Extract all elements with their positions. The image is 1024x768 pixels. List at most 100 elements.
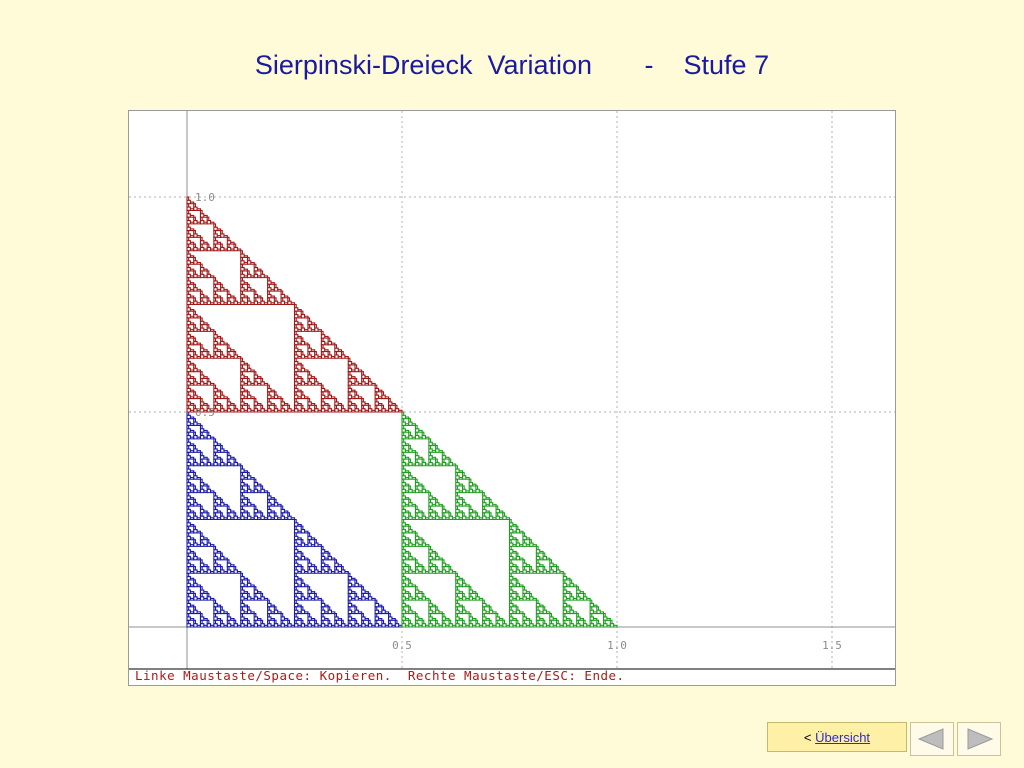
fractal-cell bbox=[529, 565, 537, 574]
fractal-cell bbox=[186, 404, 195, 413]
fractal-cell bbox=[535, 545, 544, 554]
fractal-cell bbox=[246, 297, 255, 306]
fractal-cell bbox=[435, 512, 443, 521]
fractal-cell bbox=[576, 592, 584, 601]
fractal-plot[interactable]: 0.5 1.0 1.5 1.0 0.5 bbox=[129, 111, 895, 685]
fractal-cell bbox=[340, 350, 349, 359]
fractal-cell bbox=[367, 619, 376, 628]
fractal-cell bbox=[582, 619, 591, 628]
fractal-cell bbox=[347, 398, 356, 406]
fractal-cell bbox=[186, 545, 195, 554]
fractal-cell bbox=[435, 458, 443, 467]
fractal-cell bbox=[186, 505, 195, 514]
fractal-cell bbox=[401, 599, 410, 608]
fractal-cell bbox=[401, 424, 410, 433]
fractal-cell bbox=[414, 613, 423, 621]
fractal-cell bbox=[495, 505, 504, 514]
fractal-cell bbox=[280, 613, 289, 621]
fractal-cell bbox=[320, 545, 329, 554]
fractal-cell bbox=[193, 230, 201, 238]
fractal-cell bbox=[206, 512, 215, 521]
fractal-cell bbox=[300, 592, 309, 601]
fractal-cell bbox=[240, 498, 249, 507]
fractal-cell bbox=[414, 565, 423, 574]
fractal-cell bbox=[199, 565, 208, 574]
fractal-cell bbox=[562, 606, 571, 615]
fractal-cell bbox=[240, 606, 249, 615]
fractal-cell bbox=[199, 263, 208, 272]
fractal-cell bbox=[186, 492, 195, 500]
fractal-cell bbox=[186, 270, 195, 279]
fractal-cell bbox=[206, 431, 215, 440]
fractal-cell bbox=[314, 404, 322, 413]
fractal-cell bbox=[455, 592, 464, 601]
fractal-cell bbox=[300, 391, 309, 400]
fractal-cell bbox=[535, 565, 544, 574]
fractal-cell bbox=[186, 209, 195, 218]
fractal-plot-window[interactable]: 0.5 1.0 1.5 1.0 0.5 Linke Maustaste/Space: K… bbox=[128, 110, 896, 686]
fractal-cell bbox=[267, 398, 275, 406]
fractal-cell bbox=[213, 277, 222, 285]
next-slide-button[interactable] bbox=[957, 722, 1001, 756]
fractal-cell bbox=[293, 303, 302, 312]
fractal-cell bbox=[334, 398, 343, 406]
fractal-cell bbox=[334, 404, 343, 413]
fractal-cell bbox=[320, 337, 329, 346]
fractal-cell bbox=[381, 404, 390, 413]
fractal-cell bbox=[199, 398, 208, 406]
triangle-right-icon bbox=[967, 728, 994, 750]
fractal-cell bbox=[381, 391, 390, 400]
fractal-cell bbox=[199, 539, 208, 547]
fractal-cell bbox=[213, 350, 222, 359]
fractal-cell bbox=[293, 398, 302, 406]
fractal-cell bbox=[293, 606, 302, 615]
fractal-cell bbox=[408, 498, 416, 507]
fractal-cell bbox=[461, 619, 470, 628]
fractal-cell bbox=[307, 398, 316, 406]
fractal-cell bbox=[374, 384, 383, 393]
fractal-cell bbox=[515, 619, 524, 628]
fractal-cell bbox=[213, 492, 222, 500]
fractal-cell bbox=[441, 619, 450, 628]
fractal-cell bbox=[186, 471, 195, 480]
fractal-cell bbox=[300, 606, 309, 615]
fractal-cell bbox=[307, 586, 316, 594]
fractal-cell bbox=[414, 451, 423, 460]
fractal-cell bbox=[280, 505, 289, 514]
fractal-cell bbox=[455, 465, 464, 474]
fractal-cell bbox=[186, 324, 195, 332]
fractal-cell bbox=[193, 431, 201, 440]
fractal-cell bbox=[240, 619, 249, 628]
fractal-cell bbox=[508, 545, 517, 554]
fractal-cell bbox=[428, 451, 437, 460]
fractal-cell bbox=[300, 337, 309, 346]
fractal-cell bbox=[508, 586, 517, 594]
fractal-cell bbox=[307, 619, 316, 628]
fractal-cell bbox=[300, 579, 309, 588]
fractal-cell bbox=[455, 619, 464, 628]
fractal-cell bbox=[293, 518, 302, 527]
fractal-cell bbox=[206, 592, 215, 601]
fractal-cell bbox=[562, 572, 571, 581]
x-tick-label: 0.5 bbox=[392, 639, 412, 652]
fractal-right-copy bbox=[401, 411, 618, 628]
fractal-cell bbox=[421, 431, 430, 440]
fractal-cell bbox=[361, 613, 369, 621]
fractal-cell bbox=[562, 586, 571, 594]
fractal-cell bbox=[394, 404, 403, 413]
fractal-cell bbox=[233, 619, 242, 628]
fractal-cell bbox=[193, 619, 201, 628]
fractal-cell bbox=[267, 512, 275, 521]
fractal-cell bbox=[522, 539, 531, 547]
overview-link[interactable]: Übersicht bbox=[815, 730, 871, 745]
previous-slide-button[interactable] bbox=[910, 722, 954, 756]
fractal-cell bbox=[246, 512, 255, 521]
fractal-cell bbox=[253, 478, 262, 487]
fractal-cell bbox=[193, 539, 201, 547]
fractal-cell bbox=[448, 565, 457, 574]
fractal-cell bbox=[300, 565, 309, 574]
fractal-cell bbox=[199, 505, 208, 514]
fractal-cell bbox=[320, 559, 329, 568]
fractal-cell bbox=[320, 619, 329, 628]
fractal-cell bbox=[240, 290, 249, 299]
